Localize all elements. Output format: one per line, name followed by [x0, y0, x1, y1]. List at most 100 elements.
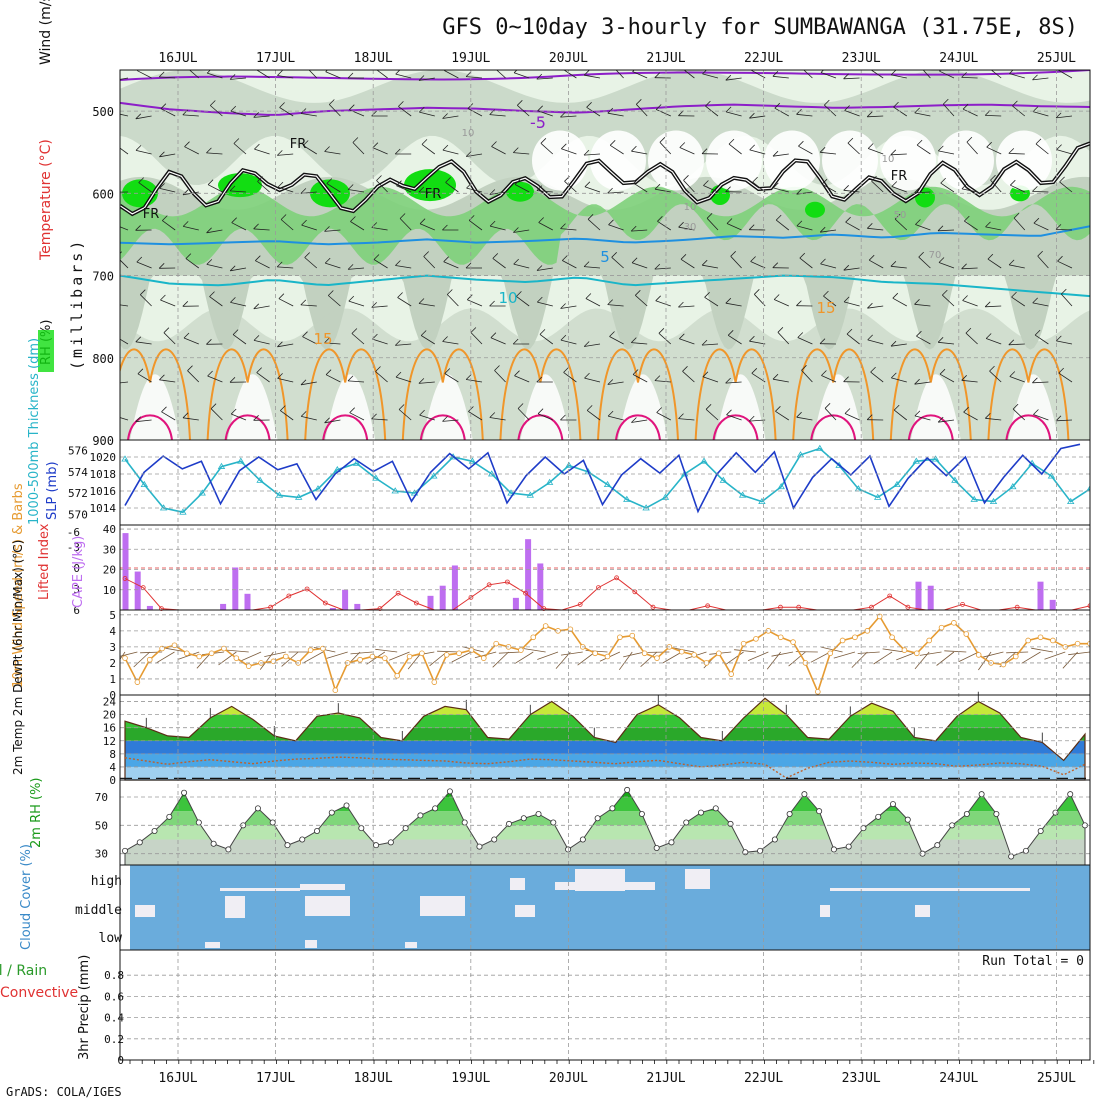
- wind-barb-feather: [1008, 259, 1015, 266]
- wind-barb-feather: [536, 265, 543, 271]
- precip-tick: 0.4: [104, 1012, 124, 1025]
- wind-barb: [796, 416, 813, 421]
- wind-barb-feather: [843, 264, 850, 271]
- thickness-marker: [140, 480, 149, 488]
- cape-bar: [244, 593, 251, 610]
- wind-barb-feather: [253, 335, 260, 341]
- wind-barb-feather: [702, 70, 707, 75]
- wind10m-marker: [678, 648, 685, 655]
- wind-barb: [256, 372, 270, 383]
- rh-marker: [860, 825, 867, 832]
- isotherm-line-upper: [120, 70, 1090, 81]
- wind-barb-feather: [1055, 224, 1062, 230]
- wind-barb-feather: [633, 178, 640, 184]
- rh-dry-boundary: [715, 374, 766, 440]
- upper-ylabel: Wind (m/s)Temperature (°C)RH (%): [38, 0, 54, 372]
- wind-barb-feather: [136, 256, 143, 263]
- thickness-marker: [758, 497, 766, 505]
- wind-barb-feather: [796, 109, 802, 115]
- wind-barb-10m: [389, 651, 410, 661]
- wind-tick: 1: [109, 673, 116, 686]
- wind-barb: [772, 378, 789, 383]
- thickness-marker: [430, 472, 438, 479]
- wind-barb-feather: [207, 370, 213, 377]
- wind-barb-feather: [1033, 217, 1040, 224]
- slp-tick: 1014: [90, 502, 117, 515]
- rh-marker: [343, 802, 350, 809]
- wind-barb: [820, 229, 837, 233]
- wind-barb-feather: [728, 138, 735, 145]
- wind-barb: [467, 299, 483, 307]
- wind-barb: [820, 72, 837, 79]
- wind-barb-feather: [990, 174, 996, 181]
- wind-barb: [586, 106, 601, 117]
- wind-barb: [536, 77, 553, 80]
- wind-barb: [750, 261, 766, 269]
- wind-barb: [985, 226, 1002, 231]
- wind-barb-10m: [982, 651, 1004, 658]
- wind-barb-feather: [630, 225, 637, 232]
- wind-barb-feather: [843, 185, 849, 191]
- wind-barb-feather: [702, 371, 709, 378]
- x-tick-top: 24JUL: [939, 51, 978, 66]
- wind10m-marker: [332, 687, 339, 693]
- lifted-index-marker: [796, 604, 802, 610]
- rh-marker: [579, 836, 586, 843]
- wind-barb-10m: [936, 651, 955, 666]
- wind-barb: [987, 258, 1002, 269]
- temp-band: [125, 701, 1085, 715]
- wind-barb-feather: [536, 185, 543, 191]
- wind-barb-feather: [443, 256, 449, 262]
- wind-barb-feather: [845, 216, 851, 223]
- ylabel-temperature: Temperature (°C): [38, 139, 54, 261]
- wind-tick: 5: [109, 609, 116, 622]
- wind-barb: [796, 113, 813, 117]
- cloud-patch: [135, 905, 155, 917]
- wind-barb-feather: [961, 375, 967, 381]
- wind-barb: [490, 337, 506, 345]
- wind-barb: [371, 305, 388, 308]
- wind-barb-feather: [182, 189, 189, 196]
- thickness-marker: [1086, 485, 1090, 492]
- wind-barb-feather: [280, 214, 287, 220]
- cape-bar: [451, 565, 458, 610]
- wind-barb-feather: [985, 221, 991, 228]
- wind-barb-feather: [916, 139, 923, 146]
- wind-barb-feather: [137, 368, 144, 375]
- temp-line: [124, 697, 1086, 781]
- wind-barb-10m: [1006, 651, 1029, 654]
- wind-barb: [514, 184, 530, 193]
- rh-dry-pocket: [764, 130, 820, 191]
- wind-barb: [348, 300, 365, 307]
- wind-barb: [1010, 184, 1025, 193]
- x-tick-bottom: 25JUL: [1037, 1071, 1076, 1086]
- wind-barb-feather: [113, 410, 118, 415]
- rh-dry-pocket: [590, 130, 646, 191]
- wind-barb: [496, 70, 506, 79]
- wind-barb: [301, 416, 317, 421]
- wind-barb: [277, 266, 294, 269]
- wind-barb: [302, 145, 318, 155]
- wind-barb-feather: [560, 414, 566, 421]
- wind-barb: [120, 338, 129, 345]
- wind-barb-feather: [1056, 335, 1062, 342]
- ylabel-total-rain: Total / Rain: [0, 963, 47, 979]
- wind-barb-feather: [654, 263, 661, 270]
- freezing-line-inner: [120, 142, 1090, 215]
- wind-barb-10m: [1044, 651, 1066, 660]
- wind-barb-10m: [623, 651, 645, 658]
- wind-barb-feather: [420, 330, 427, 336]
- wind-barb: [470, 332, 483, 345]
- wind-barb-10m: [264, 651, 286, 657]
- wind-barb: [725, 381, 742, 384]
- wind-barb-feather: [607, 107, 614, 114]
- rh-marker: [845, 843, 852, 850]
- wind-barb-feather: [867, 334, 873, 341]
- wind-barb: [892, 297, 907, 307]
- thickness-marker: [584, 468, 592, 475]
- wind-barb: [348, 189, 365, 193]
- lifted-index-marker: [1087, 603, 1090, 609]
- wind10m-marker: [839, 637, 846, 644]
- wind-barb: [961, 77, 978, 79]
- wind-barb: [772, 153, 789, 157]
